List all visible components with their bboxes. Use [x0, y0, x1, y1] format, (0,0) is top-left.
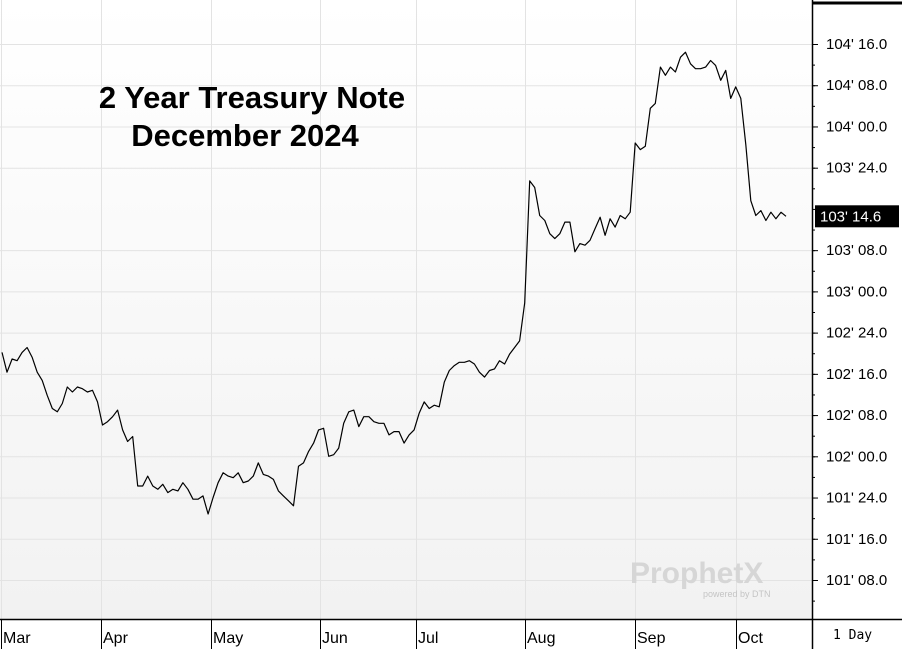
chart-subtitle: December 2024 — [131, 118, 359, 153]
chart-title: 2 Year Treasury Note — [99, 80, 405, 115]
y-tick-label: 102' 24.0 — [826, 325, 887, 342]
y-tick-label: 104' 00.0 — [826, 118, 887, 135]
watermark-tagline: powered by DTN — [703, 589, 771, 599]
y-tick-label: 103' 08.0 — [826, 242, 887, 259]
watermark: ProphetX powered by DTN — [630, 557, 771, 599]
x-tick-label: Mar — [3, 630, 31, 647]
y-tick-label: 101' 16.0 — [826, 531, 887, 548]
x-axis-background — [0, 619, 902, 649]
x-tick-label: Sep — [637, 630, 666, 647]
last-price-box — [815, 205, 899, 228]
y-tick-label: 103' 24.0 — [826, 160, 887, 177]
y-tick-label: 102' 16.0 — [826, 366, 887, 383]
x-tick-label: Oct — [738, 630, 763, 647]
chart-title-block: 2 Year Treasury Note December 2024 — [99, 80, 405, 153]
x-tick-label: May — [213, 630, 243, 647]
y-tick-label: 104' 08.0 — [826, 77, 887, 94]
last-price-marker: 103' 14.6 — [815, 205, 899, 228]
y-tick-label: 102' 00.0 — [826, 448, 887, 465]
period-selector[interactable]: 1 Day — [833, 628, 872, 643]
last-price-label: 103' 14.6 — [820, 208, 881, 225]
grid — [0, 0, 812, 619]
y-tick-labels: 101' 08.0 101' 16.0 101' 24.0 102' 00.0 102'… — [812, 36, 887, 602]
y-tick-label: 101' 24.0 — [826, 490, 887, 507]
x-tick-labels: Mar Apr May Jun Jul Aug Sep Oct — [1, 619, 763, 649]
watermark-brand: ProphetX — [630, 557, 763, 590]
price-series-line — [1, 51, 787, 515]
y-tick-label: 102' 08.0 — [826, 407, 887, 424]
y-axis-background — [812, 0, 902, 619]
x-tick-label: Apr — [103, 630, 129, 647]
y-tick-label: 101' 08.0 — [826, 572, 887, 589]
x-tick-label: Jul — [418, 630, 438, 647]
x-tick-label: Jun — [322, 630, 348, 647]
x-tick-label: Aug — [527, 630, 555, 647]
y-tick-label: 103' 00.0 — [826, 283, 887, 300]
y-tick-label: 104' 16.0 — [826, 36, 887, 53]
plot-background — [0, 0, 812, 619]
